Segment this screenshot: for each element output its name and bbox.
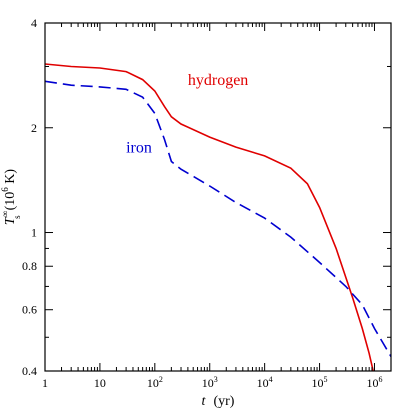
series-label-hydrogen: hydrogen xyxy=(188,72,248,89)
x-tick-label: 105 xyxy=(312,375,328,390)
plot-frame xyxy=(44,22,392,372)
y-axis-unit-prefix: (10 xyxy=(3,192,18,211)
y-tick-label: 0.8 xyxy=(22,259,37,273)
series-line-iron xyxy=(45,80,391,358)
y-tick-label: 1 xyxy=(31,226,37,240)
x-tick-label: 102 xyxy=(147,375,163,390)
x-tick-label: 10 xyxy=(94,376,106,390)
y-axis-unit-exponent: 6 xyxy=(0,187,10,192)
x-axis-symbol: t xyxy=(202,394,207,409)
y-axis-label: T∞ s (106 K) xyxy=(0,169,22,226)
series-line-hydrogen xyxy=(45,63,374,371)
curves-layer xyxy=(45,63,391,371)
y-tick-label: 0.6 xyxy=(22,303,37,317)
y-axis-superscript: ∞ xyxy=(0,211,10,217)
x-axis-unit: (yr) xyxy=(213,394,234,409)
y-tick-label: 2 xyxy=(31,121,37,135)
x-tick-label: 103 xyxy=(202,375,218,390)
y-tick-label: 4 xyxy=(31,16,37,30)
x-axis-label: t (yr) xyxy=(202,394,235,409)
y-axis-unit-suffix: K) xyxy=(3,169,18,188)
y-axis-subscript: s xyxy=(12,215,22,219)
series-label-iron: iron xyxy=(126,139,152,156)
x-tick-label: 106 xyxy=(366,375,382,390)
x-tick-label: 1 xyxy=(42,376,48,390)
x-tick-label: 104 xyxy=(257,375,273,390)
labels-layer: hydrogen iron 1 10 102 103 104 105 106 0.4 0.6 0.8 1… xyxy=(22,16,382,390)
y-axis-symbol: T xyxy=(3,216,18,225)
y-tick-label: 0.4 xyxy=(22,364,37,378)
